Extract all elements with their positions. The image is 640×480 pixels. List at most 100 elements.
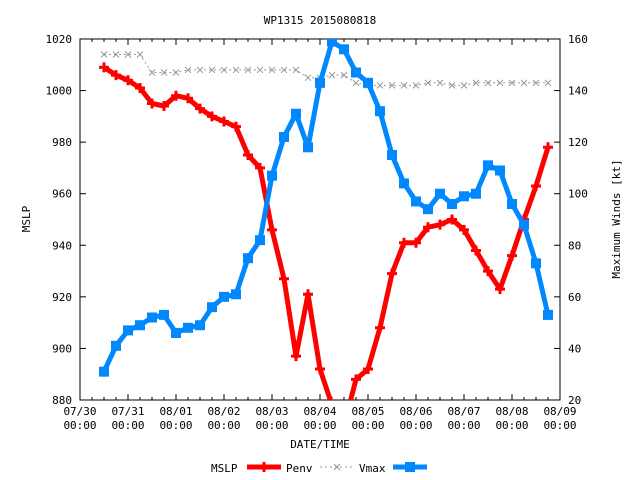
- data-point-penv: [171, 90, 181, 101]
- data-point-vmaxblue: [459, 191, 469, 202]
- data-point-penv: [231, 121, 241, 132]
- data-point-penv: [339, 421, 349, 431]
- data-point-vmaxgray: [244, 66, 252, 74]
- y-axis-left: 880 900 920 940 960 980 1000 1020: [46, 33, 86, 407]
- series-line-vmaxgray: [104, 54, 548, 86]
- data-point-penv: [471, 245, 481, 256]
- x-tick-date: 08/04: [303, 405, 336, 418]
- data-point-penv: [99, 62, 109, 73]
- data-point-vmaxgray: [424, 79, 432, 87]
- y-tick-label: 920: [52, 291, 72, 304]
- data-point-penv: [291, 351, 301, 362]
- data-point-penv: [351, 374, 361, 385]
- y2-tick-label: 40: [568, 342, 581, 355]
- data-point-vmaxgray: [508, 79, 516, 87]
- data-point-vmaxblue: [219, 291, 229, 302]
- x-tick-time: 00:00: [111, 419, 144, 432]
- y-axis-label: MSLP: [20, 205, 33, 232]
- y-tick-label: 940: [52, 239, 72, 252]
- data-point-vmaxblue: [399, 178, 409, 189]
- data-point-vmaxblue: [111, 340, 121, 351]
- data-point-vmaxgray: [184, 66, 192, 74]
- y2-tick-label: 140: [568, 85, 588, 98]
- data-point-vmaxblue: [387, 150, 397, 161]
- data-point-vmaxblue: [267, 170, 277, 181]
- data-point-vmaxgray: [388, 82, 396, 89]
- data-point-vmaxgray: [232, 66, 240, 74]
- legend-label-vmax-gray: Vmax: [359, 462, 386, 475]
- y2-axis-label: Maximum Winds [kt]: [610, 159, 623, 278]
- data-point-vmaxblue: [291, 108, 301, 119]
- data-point-vmaxgray: [544, 79, 552, 87]
- data-point-vmaxblue: [231, 289, 241, 300]
- data-point-vmaxblue: [423, 204, 433, 215]
- data-point-vmaxgray: [268, 66, 276, 74]
- data-point-vmaxgray: [520, 79, 528, 87]
- data-point-vmaxgray: [100, 51, 108, 58]
- data-point-penv: [411, 237, 421, 248]
- data-point-vmaxgray: [496, 79, 504, 87]
- legend-swatch-penv: [247, 462, 281, 472]
- data-point-vmaxblue: [447, 199, 457, 210]
- data-point-penv: [387, 268, 397, 279]
- x-tick-date: 08/05: [351, 405, 384, 418]
- legend-label-mslp: MSLP: [211, 462, 238, 475]
- data-point-vmaxgray: [340, 71, 348, 79]
- x-tick-time: 00:00: [399, 419, 432, 432]
- data-point-vmaxblue: [135, 320, 145, 331]
- data-point-vmaxgray: [124, 51, 132, 58]
- data-point-vmaxblue: [519, 219, 529, 230]
- data-point-penv: [135, 82, 145, 93]
- data-point-penv: [435, 219, 445, 230]
- data-point-vmaxblue: [471, 188, 481, 199]
- chart-title: WP1315 2015080818: [264, 14, 377, 27]
- data-point-vmaxgray: [304, 74, 312, 82]
- y2-tick-label: 20: [568, 394, 581, 407]
- legend-swatch-marker: [405, 462, 415, 472]
- y2-tick-label: 100: [568, 188, 588, 201]
- data-point-vmaxgray: [436, 79, 444, 87]
- x-tick-time: 00:00: [351, 419, 384, 432]
- y-tick-label: 1020: [46, 33, 73, 46]
- x-tick-time: 00:00: [543, 419, 576, 432]
- data-point-vmaxblue: [159, 309, 169, 320]
- legend-swatch-vmax-gray: [320, 463, 354, 471]
- data-point-penv: [219, 116, 229, 127]
- series-line-vmaxblue: [101, 39, 551, 373]
- x-tick-date: 07/31: [111, 405, 144, 418]
- data-point-penv: [267, 224, 277, 235]
- y-tick-label: 900: [52, 342, 72, 355]
- legend-swatch-vmax-blue: [393, 462, 427, 472]
- x-tick-date: 08/09: [543, 405, 576, 418]
- data-point-vmaxblue: [315, 77, 325, 88]
- data-point-vmaxgray: [220, 66, 228, 74]
- x-tick-date: 08/07: [447, 405, 480, 418]
- data-point-vmaxgray: [196, 66, 204, 74]
- legend-swatch-marker: [259, 462, 269, 472]
- data-point-penv: [243, 150, 253, 161]
- y-tick-label: 960: [52, 188, 72, 201]
- data-point-vmaxblue: [435, 188, 445, 199]
- y2-tick-label: 160: [568, 33, 588, 46]
- x-tick-time: 00:00: [255, 419, 288, 432]
- y-tick-label: 880: [52, 394, 72, 407]
- x-tick-date: 07/30: [63, 405, 96, 418]
- legend-swatch-marker: [333, 463, 341, 471]
- data-point-penv: [459, 224, 469, 235]
- x-tick-date: 08/03: [255, 405, 288, 418]
- data-point-vmaxgray: [208, 66, 216, 74]
- data-point-vmaxgray: [256, 66, 264, 74]
- data-point-penv: [195, 103, 205, 114]
- data-point-vmaxgray: [280, 66, 288, 74]
- y-tick-label: 980: [52, 136, 72, 149]
- data-point-vmaxblue: [363, 77, 373, 88]
- y2-tick-label: 120: [568, 136, 588, 149]
- series-line-penv: [102, 65, 551, 400]
- data-point-penv: [531, 180, 541, 191]
- data-point-vmaxgray: [292, 66, 300, 74]
- plot-series: [99, 39, 553, 431]
- data-point-vmaxblue: [255, 235, 265, 246]
- data-point-vmaxgray: [160, 69, 168, 76]
- data-point-vmaxgray: [400, 82, 408, 89]
